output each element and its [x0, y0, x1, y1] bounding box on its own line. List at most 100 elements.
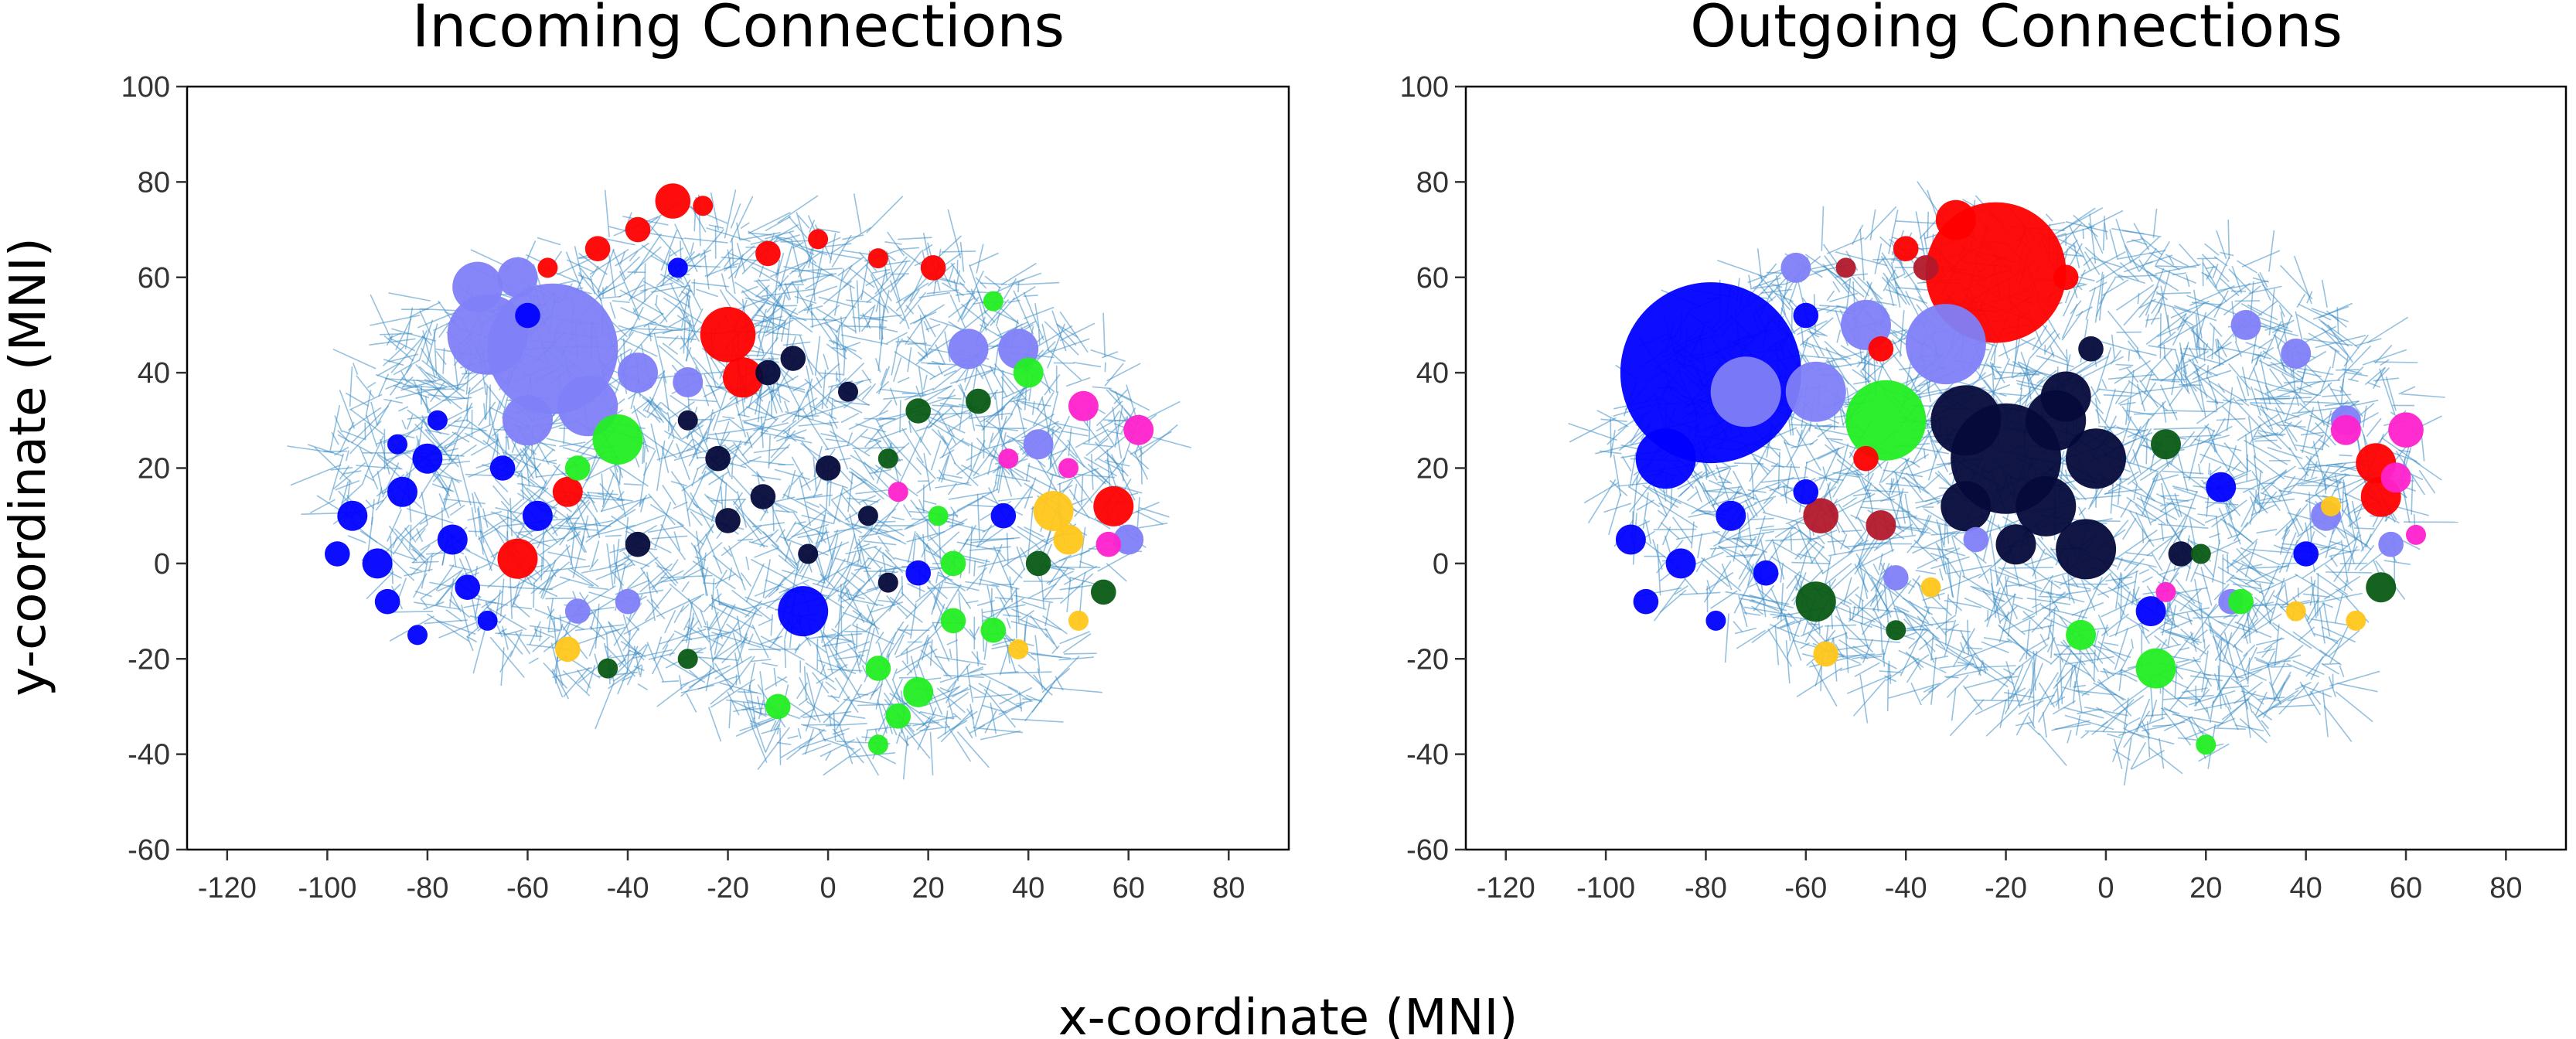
edge-segment [1902, 476, 1930, 495]
edge-segment [727, 462, 747, 468]
edge-segment [1966, 647, 1983, 650]
edge-segment [482, 439, 501, 455]
edge-segment [1923, 686, 1934, 693]
edge-segment [2270, 361, 2312, 388]
edge-segment [831, 234, 852, 268]
edge-segment [2114, 738, 2123, 769]
edge-segment [2362, 349, 2407, 366]
edge-segment [433, 331, 438, 376]
edge-segment [724, 257, 732, 267]
edge-segment [1811, 344, 1820, 358]
edge-segment [2166, 609, 2193, 622]
edge-segment [649, 570, 684, 589]
edge-segment [780, 308, 813, 333]
edge-segment [424, 619, 468, 625]
edge-cloud [287, 189, 1192, 780]
edge-segment [533, 582, 535, 608]
edge-segment [857, 649, 869, 654]
edge-segment [816, 574, 827, 585]
node-point [877, 572, 898, 593]
edge-segment [2339, 386, 2363, 417]
edge-segment [839, 458, 851, 461]
edge-segment [1841, 530, 1862, 533]
edge-segment [645, 588, 673, 622]
edge-segment [641, 557, 659, 570]
edge-segment [688, 669, 717, 689]
edge-segment [2212, 635, 2240, 682]
edge-segment [2295, 518, 2304, 532]
edge-segment [983, 417, 985, 458]
edge-segment [662, 485, 676, 506]
edge-segment [648, 540, 672, 554]
edge-segment [850, 522, 901, 542]
edge-segment [2015, 721, 2033, 727]
edge-segment [388, 292, 431, 301]
edge-segment [2276, 424, 2306, 428]
edge-segment [2193, 656, 2213, 687]
edge-segment [401, 377, 441, 401]
edge-segment [1695, 485, 1702, 502]
edge-segment [1053, 656, 1080, 683]
edge-segment [1857, 516, 1866, 531]
edge-segment [992, 416, 1007, 461]
edge-segment [1845, 632, 1849, 673]
edge-segment [2097, 624, 2108, 662]
edge-segment [334, 415, 343, 433]
edge-segment [453, 353, 459, 390]
edge-segment [915, 425, 932, 432]
edge-segment [1746, 560, 1767, 605]
edge-segment [602, 256, 641, 292]
edge-segment [1679, 472, 1706, 496]
y-tick-label: -40 [128, 739, 170, 772]
edge-segment [520, 448, 540, 472]
edge-segment [2138, 247, 2157, 272]
edge-segment [1855, 482, 1872, 520]
edge-segment [2050, 345, 2055, 358]
edge-segment [2319, 607, 2326, 644]
edge-segment [2267, 663, 2276, 702]
edge-segment [919, 710, 954, 720]
edge-segment [509, 631, 523, 658]
edge-segment [835, 606, 841, 659]
edge-segment [2223, 285, 2261, 316]
edge-segment [938, 365, 943, 375]
edge-segment [740, 222, 750, 230]
edge-segment [2006, 638, 2052, 664]
node-point [867, 248, 888, 269]
edge-segment [1762, 512, 1809, 526]
edge-segment [406, 414, 414, 430]
edge-segment [1991, 665, 2021, 700]
edge-segment [2315, 335, 2366, 349]
edge-segment [903, 504, 912, 518]
edge-segment [375, 373, 413, 388]
edge-segment [2214, 727, 2246, 730]
edge-segment [454, 419, 468, 423]
edge-segment [683, 237, 728, 244]
edge-segment [1939, 663, 1975, 669]
edge-segment [622, 551, 636, 567]
edge-segment [1970, 585, 2023, 600]
edge-segment [339, 421, 355, 453]
node-point [928, 506, 949, 526]
edge-segment [711, 621, 740, 663]
edge-segment [2145, 438, 2148, 465]
edge-segment [918, 366, 924, 397]
edge-segment [891, 668, 898, 681]
edge-segment [529, 621, 541, 646]
edge-segment [2007, 581, 2054, 596]
edge-segment [2211, 539, 2220, 583]
edge-segment [2217, 638, 2223, 690]
edge-segment [849, 285, 857, 334]
edge-segment [942, 473, 963, 479]
node-point [625, 531, 651, 557]
edge-segment [2173, 591, 2210, 616]
edge-segment [1879, 236, 1892, 247]
edge-segment [2145, 313, 2187, 346]
edge-segment [2391, 451, 2418, 462]
edge-segment [889, 280, 910, 329]
edge-segment [907, 342, 928, 345]
edge-segment [421, 414, 431, 434]
edge-segment [976, 438, 1010, 475]
edge-segment [673, 531, 681, 551]
edge-segment [906, 530, 946, 543]
